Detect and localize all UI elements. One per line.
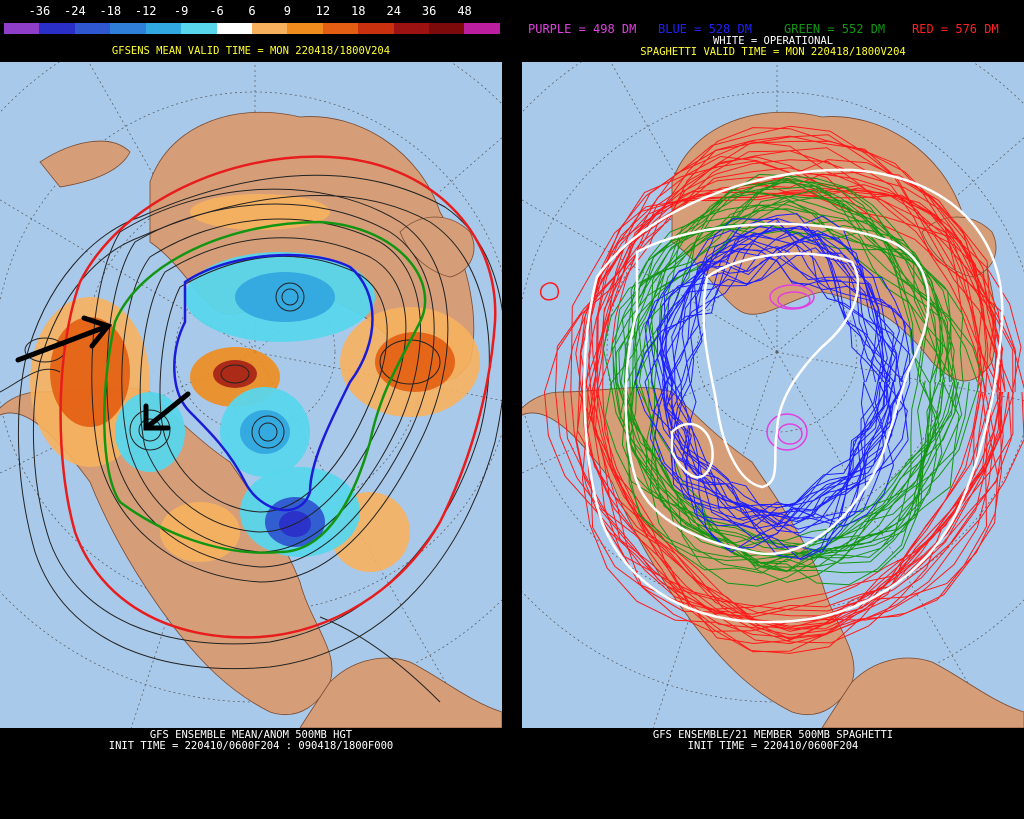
colorbar-tick-label: 36 — [421, 4, 437, 18]
legend-red: RED = 576 DM — [912, 22, 999, 36]
ensemble-member-trace — [611, 180, 941, 574]
spaghetti-legend: PURPLE = 498 DM BLUE = 528 DM GREEN = 55… — [522, 22, 1024, 36]
colorbar-swatch — [39, 23, 75, 34]
ensemble-member-trace — [612, 196, 943, 552]
operational-legend: WHITE = OPERATIONAL — [712, 35, 834, 47]
ensemble-member-trace — [620, 204, 964, 571]
colorbar-swatch — [74, 23, 111, 34]
colorbar-swatch — [322, 23, 359, 34]
colorbar-tick-label: -18 — [99, 4, 122, 18]
colorbar-swatch — [181, 23, 217, 34]
legend-green: GREEN = 552 DM — [784, 22, 886, 36]
colorbar-tick-labels: -36 -24 -18 -12 -9 -6 6 9 12 18 24 36 48 — [0, 4, 502, 18]
ensemble-member-trace — [575, 127, 996, 645]
colorbar-tick-label: 9 — [283, 4, 292, 18]
ensemble-member-trace — [656, 238, 888, 530]
ensemble-member-trace — [625, 179, 984, 562]
spaghetti-valid-time-title: SPAGHETTI VALID TIME = MON 220418/1800V2… — [640, 46, 906, 58]
ensemble-member-trace — [591, 155, 987, 653]
colorbar-swatch — [251, 23, 288, 34]
colorbar-tick-label: 6 — [248, 4, 256, 18]
ensemble-member-trace — [664, 246, 893, 506]
panel-divider — [502, 0, 522, 819]
spaghetti-footer-line-1: GFS ENSEMBLE/21 MEMBER 500MB SPAGHETTI — [652, 729, 894, 741]
ensemble-member-trace — [588, 176, 1003, 618]
legend-purple: PURPLE = 498 DM — [528, 22, 637, 36]
ensemble-member-trace — [656, 229, 907, 550]
ensemble-member-trace — [673, 249, 884, 541]
contour-528 — [173, 253, 374, 512]
ensemble-member-trace — [661, 243, 915, 529]
colorbar-tick-label: 48 — [457, 4, 472, 18]
ensemble-member-trace — [543, 150, 1002, 612]
contour-576 — [59, 155, 497, 639]
ensemble-member-trace — [664, 218, 910, 553]
colorbar-swatch — [464, 23, 500, 34]
ensemble-member-trace — [670, 226, 890, 528]
ensemble-member-trace — [602, 196, 949, 559]
colorbar-tick-label: -12 — [134, 4, 157, 18]
anomaly-colorbar — [4, 23, 500, 34]
colorbar-tick-label: -6 — [209, 4, 224, 18]
colorbar-swatch — [393, 23, 430, 34]
colorbar-swatch — [216, 23, 252, 34]
legend-blue: BLUE = 528 DM — [658, 22, 752, 36]
ensemble-member-trace — [649, 226, 909, 520]
ensemble-member-trace — [618, 224, 958, 568]
mean-footer-line-1: GFS ENSEMBLE MEAN/ANOM 500MB HGT — [149, 729, 353, 741]
ensemble-member-trace — [645, 199, 955, 546]
colorbar-tick-label: -24 — [64, 4, 86, 18]
ensemble-member-trace — [634, 217, 895, 527]
spaghetti-498-members — [766, 284, 815, 451]
colorbar-tick-label: -36 — [28, 4, 51, 18]
spaghetti-552-members — [602, 173, 984, 587]
mean-footer-line-2: INIT TIME = 220410/0600F204 : 090418/180… — [108, 740, 394, 752]
colorbar-tick-label: 18 — [351, 4, 366, 18]
colorbar-tick-label: -9 — [173, 4, 189, 18]
operational-run-contours — [583, 168, 1004, 624]
ensemble-member-trace — [670, 232, 911, 509]
colorbar-tick-label: 12 — [315, 4, 331, 18]
spaghetti-footer-line-2: INIT TIME = 220410/0600F204 — [687, 740, 859, 752]
isolated-576-contour — [540, 282, 559, 301]
colorbar-swatch — [145, 23, 182, 34]
ensemble-mean-panel: -36 -24 -18 -12 -9 -6 6 9 12 18 24 36 48 GFSENS MEAN… — [0, 0, 502, 819]
ensemble-member-trace — [578, 140, 1022, 632]
spaghetti-panel: PURPLE = 498 DM BLUE = 528 DM GREEN = 55… — [522, 0, 1024, 819]
ensemble-member-trace — [659, 252, 896, 534]
ensemble-member-trace — [649, 173, 956, 574]
contour-552 — [103, 220, 427, 554]
colorbar-swatch — [358, 23, 394, 34]
colorbar-swatch — [287, 23, 323, 34]
ensemble-member-trace — [644, 221, 885, 519]
colorbar-swatch — [4, 23, 40, 34]
mean-valid-time-title: GFSENS MEAN VALID TIME = MON 220418/1800… — [111, 45, 391, 57]
ensemble-member-trace — [628, 185, 978, 559]
spaghetti-map — [522, 62, 1024, 728]
ensemble-member-trace — [614, 175, 942, 586]
ensemble-member-trace — [624, 179, 929, 564]
height-contours — [0, 174, 502, 703]
ensemble-mean-map — [0, 62, 502, 728]
annotation-arrows — [15, 315, 191, 431]
ensemble-member-trace — [587, 187, 994, 629]
colorbar-swatch — [110, 23, 146, 34]
landmasses — [522, 111, 1024, 728]
colorbar-tick-label: 24 — [386, 4, 401, 18]
colorbar-swatch — [429, 23, 465, 34]
